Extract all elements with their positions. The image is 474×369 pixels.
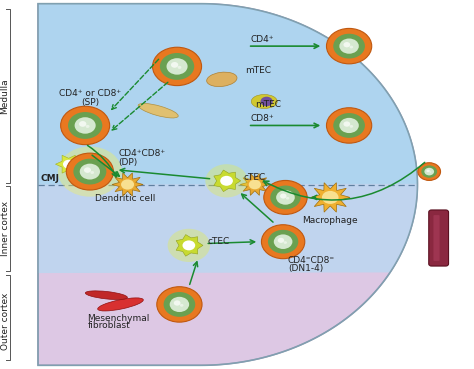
Circle shape — [63, 160, 74, 169]
Text: cTEC: cTEC — [243, 173, 265, 182]
Ellipse shape — [98, 298, 143, 311]
Text: cTEC: cTEC — [208, 237, 230, 246]
Circle shape — [220, 176, 233, 186]
Text: CD4⁺ or CD8⁺: CD4⁺ or CD8⁺ — [59, 89, 121, 98]
Polygon shape — [214, 170, 241, 192]
Text: CD8⁺: CD8⁺ — [250, 114, 274, 123]
Circle shape — [205, 164, 248, 197]
Circle shape — [349, 46, 353, 48]
Circle shape — [274, 234, 292, 249]
Circle shape — [339, 38, 359, 54]
Circle shape — [80, 163, 100, 180]
Circle shape — [157, 287, 202, 322]
Text: CD4⁺CD8⁺: CD4⁺CD8⁺ — [118, 149, 165, 158]
Circle shape — [121, 179, 134, 190]
Circle shape — [333, 34, 365, 59]
Circle shape — [270, 186, 301, 209]
FancyBboxPatch shape — [433, 215, 439, 261]
Polygon shape — [55, 155, 82, 173]
Circle shape — [91, 171, 94, 174]
Circle shape — [262, 225, 305, 259]
Circle shape — [427, 169, 430, 172]
Text: Macrophage: Macrophage — [302, 216, 358, 225]
Circle shape — [276, 190, 295, 205]
Text: (SP): (SP) — [81, 98, 99, 107]
Circle shape — [264, 180, 307, 214]
Circle shape — [429, 171, 431, 173]
Circle shape — [153, 47, 201, 86]
Text: fibroblast: fibroblast — [88, 321, 130, 330]
Circle shape — [166, 58, 188, 75]
Text: mTEC: mTEC — [255, 100, 281, 108]
Circle shape — [283, 241, 287, 244]
Circle shape — [182, 241, 195, 250]
Text: Mesenchymal: Mesenchymal — [88, 314, 150, 323]
Ellipse shape — [251, 94, 277, 108]
Circle shape — [73, 159, 106, 184]
Circle shape — [171, 62, 178, 68]
Text: Medulla: Medulla — [0, 78, 9, 114]
Circle shape — [327, 28, 372, 64]
Text: Outer cortex: Outer cortex — [0, 292, 9, 350]
Circle shape — [84, 168, 91, 173]
FancyBboxPatch shape — [429, 210, 448, 266]
Polygon shape — [112, 173, 143, 196]
Circle shape — [66, 153, 113, 190]
Circle shape — [349, 125, 353, 128]
Circle shape — [322, 191, 338, 204]
Text: mTEC: mTEC — [246, 66, 272, 75]
Text: CD4⁼CD8⁼: CD4⁼CD8⁼ — [288, 256, 335, 265]
Circle shape — [174, 300, 181, 306]
Ellipse shape — [85, 291, 128, 300]
Text: (DN1-4): (DN1-4) — [288, 264, 323, 273]
Polygon shape — [38, 4, 418, 273]
Polygon shape — [176, 235, 203, 256]
Circle shape — [333, 113, 365, 138]
Text: Dendritic cell: Dendritic cell — [95, 194, 155, 203]
Circle shape — [424, 168, 434, 175]
Circle shape — [421, 165, 437, 178]
Circle shape — [344, 42, 350, 47]
Circle shape — [170, 297, 189, 312]
Circle shape — [286, 197, 289, 200]
Circle shape — [58, 146, 122, 197]
Circle shape — [268, 230, 298, 254]
Polygon shape — [240, 174, 269, 195]
Circle shape — [61, 106, 109, 145]
Circle shape — [74, 117, 96, 134]
Circle shape — [79, 121, 86, 127]
Text: (DP): (DP) — [118, 158, 137, 167]
Circle shape — [339, 118, 359, 133]
Circle shape — [160, 53, 194, 80]
Polygon shape — [310, 183, 350, 212]
Circle shape — [261, 97, 273, 106]
Circle shape — [86, 125, 90, 128]
Circle shape — [418, 163, 440, 180]
Polygon shape — [38, 4, 418, 365]
Text: Inner cortex: Inner cortex — [0, 201, 9, 256]
Circle shape — [180, 304, 183, 307]
Polygon shape — [38, 4, 418, 184]
Circle shape — [249, 180, 261, 189]
Circle shape — [68, 112, 102, 139]
Text: CMJ: CMJ — [40, 174, 59, 183]
Ellipse shape — [138, 103, 178, 118]
Circle shape — [280, 193, 287, 199]
Circle shape — [178, 66, 182, 69]
Text: CD4⁺: CD4⁺ — [250, 35, 273, 44]
Ellipse shape — [207, 72, 237, 87]
Circle shape — [327, 108, 372, 143]
Circle shape — [344, 121, 350, 127]
Circle shape — [164, 292, 195, 317]
Circle shape — [168, 229, 210, 262]
Circle shape — [278, 238, 284, 243]
